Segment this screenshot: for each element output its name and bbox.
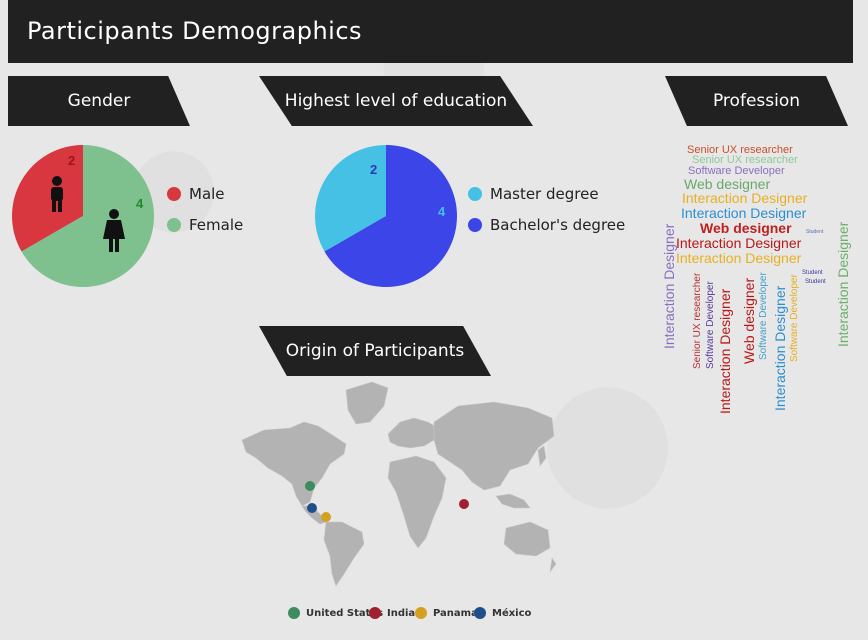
word-cloud-term: Senior UX researcher xyxy=(692,272,703,369)
asia-landmass xyxy=(433,401,555,491)
south-america-landmass xyxy=(323,521,365,587)
map-legend-united-states-swatch xyxy=(288,607,300,619)
map-legend-india: India xyxy=(369,607,415,619)
japan-landmass xyxy=(537,445,547,467)
female-value-label: 4 xyxy=(136,196,144,211)
word-cloud-term: Software Developer xyxy=(688,165,785,177)
word-cloud-term: Student xyxy=(802,270,823,276)
profession-section-tag: Profession xyxy=(665,76,848,126)
word-cloud-term: Senior UX researcher xyxy=(687,144,793,156)
word-cloud-term: Interaction Designer xyxy=(682,190,808,206)
education-section-label: Highest level of education xyxy=(284,91,508,111)
legend-bachelor-swatch xyxy=(468,218,482,232)
africa-landmass xyxy=(387,455,447,549)
map-legend-united-states-label: United States xyxy=(306,607,384,619)
word-cloud-term: Software Developer xyxy=(705,281,716,369)
gender-slice-male xyxy=(11,145,83,252)
legend-female-label: Female xyxy=(189,216,244,234)
map-legend-mexico: México xyxy=(474,607,531,619)
word-cloud-term: Student xyxy=(806,229,824,235)
education-pie-slices xyxy=(315,145,457,287)
education-slice-master-degree xyxy=(315,145,386,252)
map-legend-mexico-swatch xyxy=(474,607,486,619)
legend-male-swatch xyxy=(167,187,181,201)
gender-section-label: Gender xyxy=(67,91,131,111)
word-cloud-term: Interaction Designer xyxy=(772,285,788,411)
word-cloud-term: Senior UX researcher xyxy=(692,154,798,166)
southeast-asia-landmass xyxy=(495,493,531,509)
map-legend-panama-swatch xyxy=(415,607,427,619)
legend-master-swatch xyxy=(468,187,482,201)
map-legend-panama: Panama xyxy=(415,607,478,619)
map-legend-panama-label: Panama xyxy=(433,607,478,619)
legend-male: Male xyxy=(167,185,225,203)
education-pie-chart: 2 4 xyxy=(315,145,457,287)
word-cloud-term: Software Developer xyxy=(758,272,769,360)
word-cloud-term: Web designer xyxy=(684,176,771,192)
female-figure-icon xyxy=(103,209,125,252)
legend-master-label: Master degree xyxy=(490,185,599,203)
legend-bachelor: Bachelor's degree xyxy=(468,216,625,234)
word-cloud-term: Web designer xyxy=(741,277,757,364)
new-zealand-landmass xyxy=(549,557,557,573)
education-slice-bachelor-s-degree xyxy=(324,145,457,287)
legend-male-label: Male xyxy=(189,185,225,203)
gender-slice-female xyxy=(21,145,155,287)
word-cloud-term: Interaction Designer xyxy=(676,235,802,251)
greenland-landmass xyxy=(345,381,389,425)
map-legend-india-swatch xyxy=(369,607,381,619)
word-cloud-term: Web designer xyxy=(700,220,792,236)
legend-bachelor-label: Bachelor's degree xyxy=(490,216,626,234)
word-cloud-term: Interaction Designer xyxy=(661,223,677,349)
word-cloud-term: Software Developer xyxy=(789,274,800,362)
gender-section-tag: Gender xyxy=(8,76,190,126)
world-map xyxy=(241,381,557,587)
australia-landmass xyxy=(503,521,551,557)
master-value-label: 2 xyxy=(370,162,377,177)
word-cloud-term: Interaction Designer xyxy=(681,205,807,221)
word-cloud-term: Interaction Designer xyxy=(676,250,802,266)
word-cloud-term: Interaction Designer xyxy=(835,221,851,347)
word-cloud-term: Student xyxy=(805,279,826,285)
map-marker-mexico[interactable] xyxy=(307,503,317,513)
gender-pie-slices xyxy=(11,145,155,287)
map-legend-united-states: United States xyxy=(288,607,383,619)
education-section-tag: Highest level of education xyxy=(259,76,533,126)
map-marker-india[interactable] xyxy=(459,499,469,509)
legend-master: Master degree xyxy=(468,185,599,203)
legend-female-swatch xyxy=(167,218,181,232)
europe-landmass xyxy=(387,417,439,449)
male-figure-icon xyxy=(51,176,63,212)
origin-section-label: Origin of Participants xyxy=(285,341,465,361)
header-bar: Participants Demographics xyxy=(8,0,853,63)
legend-female: Female xyxy=(167,216,243,234)
profession-section-label: Profession xyxy=(712,91,801,111)
north-america-landmass xyxy=(241,421,347,507)
gender-pie-chart: 2 4 xyxy=(11,145,155,287)
map-marker-panama[interactable] xyxy=(321,512,331,522)
map-legend-india-label: India xyxy=(387,607,416,619)
origin-section-tag: Origin of Participants xyxy=(259,326,491,376)
map-marker-united-states[interactable] xyxy=(305,481,315,491)
male-value-label: 2 xyxy=(68,153,75,168)
bachelor-value-label: 4 xyxy=(438,204,446,219)
page-title: Participants Demographics xyxy=(27,17,363,45)
word-cloud-term: Interaction Designer xyxy=(717,288,733,414)
map-legend-mexico-label: México xyxy=(492,607,532,619)
